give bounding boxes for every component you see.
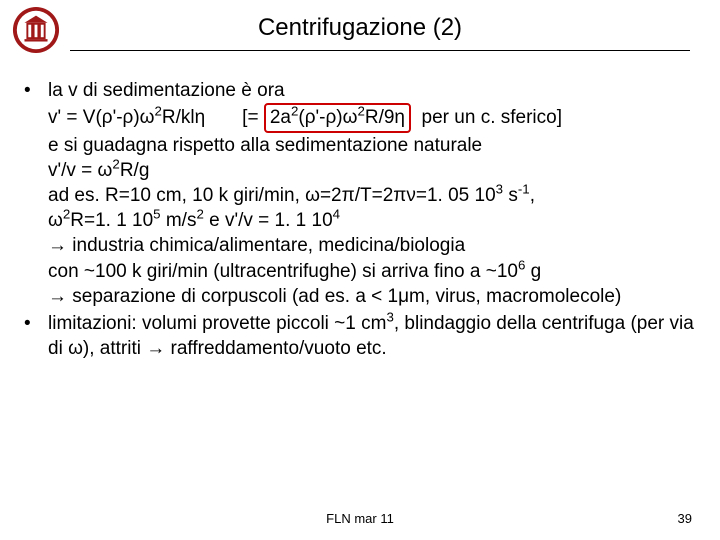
- line: v'/v = ω2R/g: [48, 160, 149, 181]
- slide: Centrifugazione (2) • la v di sedimentaz…: [0, 0, 720, 540]
- bullet-dot: •: [20, 78, 48, 309]
- bullet-1-text: la v di sedimentazione è ora v' = V(ρ'-ρ…: [48, 78, 696, 309]
- content-area: • la v di sedimentazione è ora v' = V(ρ'…: [20, 78, 696, 363]
- line: ad es. R=10 cm, 10 k giri/min, ω=2π/T=2π…: [48, 185, 535, 206]
- line: ω2R=1. 1 105 m/s2 e v'/v = 1. 1 104: [48, 210, 340, 231]
- line: la v di sedimentazione è ora: [48, 80, 285, 101]
- line: v' = V(ρ'-ρ)ω2R/klη [= 2a2(ρ'-ρ)ω2R/9η p…: [48, 107, 562, 128]
- line: → separazione di corpuscoli (ad es. a < …: [48, 286, 621, 307]
- bullet-2-text: limitazioni: volumi provette piccoli ~1 …: [48, 311, 696, 361]
- bullet-1: • la v di sedimentazione è ora v' = V(ρ'…: [20, 78, 696, 309]
- line: → industria chimica/alimentare, medicina…: [48, 235, 465, 256]
- bullet-2: • limitazioni: volumi provette piccoli ~…: [20, 311, 696, 361]
- highlighted-formula: 2a2(ρ'-ρ)ω2R/9η: [264, 103, 411, 133]
- line: e si guadagna rispetto alla sedimentazio…: [48, 135, 482, 156]
- bullet-dot: •: [20, 311, 48, 361]
- slide-number: 39: [678, 511, 692, 526]
- slide-title: Centrifugazione (2): [0, 14, 720, 42]
- line: con ~100 k giri/min (ultracentrifughe) s…: [48, 261, 541, 282]
- title-underline: [70, 50, 690, 51]
- header: Centrifugazione (2): [0, 0, 720, 60]
- footer-center: FLN mar 11: [0, 511, 720, 526]
